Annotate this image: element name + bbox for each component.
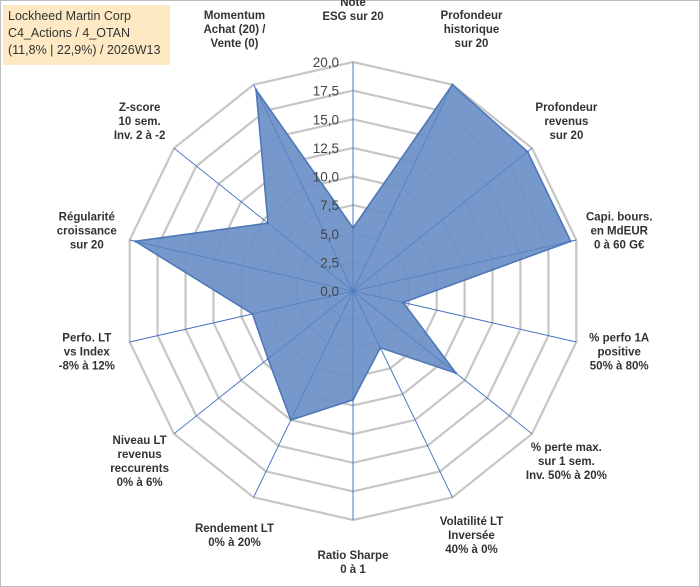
axis-label: Z-score 10 sem. Inv. 2 à -2 bbox=[114, 102, 166, 142]
axis-label: Perfo. LT vs Index -8% à 12% bbox=[59, 333, 115, 373]
axis-label: Régularité croissance sur 20 bbox=[57, 211, 117, 251]
chart-stats: (11,8% | 22,9%) / 2026W13 bbox=[8, 43, 161, 57]
axis-spoke-overlay bbox=[352, 239, 577, 292]
axis-label-line: -8% à 12% bbox=[59, 361, 115, 373]
tick-label: 2,5 bbox=[320, 255, 339, 270]
axis-spoke-overlay bbox=[352, 84, 453, 292]
axis-label-line: Rendement LT bbox=[195, 523, 274, 535]
axis-label-line: Profondeur bbox=[441, 10, 503, 22]
tick-label: 10,0 bbox=[313, 170, 339, 185]
axis-label-line: 40% à 0% bbox=[445, 544, 497, 556]
axis-label-line: % perte max. bbox=[531, 442, 602, 454]
axis-label: Profondeur historique sur 20 bbox=[441, 10, 503, 50]
axis-label-line: ESG sur 20 bbox=[322, 11, 383, 23]
tick-label: 12,5 bbox=[313, 141, 339, 156]
axis-label: Niveau LT revenus reccurents 0% à 6% bbox=[110, 435, 169, 489]
axis-label: Rendement LT 0% à 20% bbox=[195, 523, 274, 549]
chart-subtitle: C4_Actions / 4_OTAN bbox=[8, 26, 131, 40]
axis-label-line: sur 20 bbox=[549, 130, 583, 142]
radar-series bbox=[129, 62, 577, 520]
axis-label: Note ESG sur 20 bbox=[322, 0, 383, 23]
axis-spoke-overlay bbox=[253, 84, 354, 292]
axis-label-line: Inv. 50% à 20% bbox=[526, 470, 607, 482]
axis-label: Volatilité LT Inversée 40% à 0% bbox=[440, 516, 503, 556]
axis-label-line: positive bbox=[597, 347, 640, 359]
axis-label-line: 0 à 1 bbox=[340, 564, 366, 576]
axis-spoke-overlay bbox=[352, 147, 533, 292]
tick-label: 15,0 bbox=[313, 112, 339, 127]
axis-label-line: Ratio Sharpe bbox=[318, 550, 389, 562]
axis-label-line: croissance bbox=[57, 225, 117, 237]
chart-title: Lockheed Martin Corp bbox=[8, 9, 131, 23]
axis-label-line: 0% à 6% bbox=[117, 477, 163, 489]
axis-label-line: 10 sem. bbox=[118, 116, 160, 128]
axis-label-line: 0 à 60 G€ bbox=[594, 239, 645, 251]
axis-spoke-overlay bbox=[352, 290, 533, 435]
axis-label: Capi. bours. en MdEUR 0 à 60 G€ bbox=[586, 211, 652, 251]
axis-label-line: Niveau LT bbox=[113, 435, 167, 447]
axis-spoke-overlay bbox=[352, 290, 577, 343]
axis-spoke-overlay bbox=[352, 290, 453, 498]
axis-label-line: vs Index bbox=[64, 347, 111, 359]
axis-label-line: Inv. 2 à -2 bbox=[114, 130, 166, 142]
axis-label-line: Z-score bbox=[119, 102, 161, 114]
axis-spoke-overlay bbox=[173, 290, 354, 435]
chart-title-box: Lockheed Martin Corp C4_Actions / 4_OTAN… bbox=[3, 5, 170, 65]
axis-label: % perte max. sur 1 sem. Inv. 50% à 20% bbox=[526, 442, 607, 482]
axis-labels: Note ESG sur 20 Profondeur historique sur 20… bbox=[57, 0, 653, 576]
radial-tick-labels: 0,0 2,5 5,0 7,5 10,0 12,5 15,0 17,5 20,0 bbox=[313, 55, 339, 299]
axis-label: Ratio Sharpe 0 à 1 bbox=[318, 550, 389, 576]
axis-label-line: Perfo. LT bbox=[62, 333, 111, 345]
tick-label: 17,5 bbox=[313, 84, 339, 99]
axis-label-line: Note bbox=[340, 0, 366, 9]
axis-label: Profondeur revenus sur 20 bbox=[535, 102, 597, 142]
axis-label-line: reccurents bbox=[110, 463, 169, 475]
axis-label-line: 0% à 20% bbox=[208, 537, 260, 549]
axis-label: Momentum Achat (20) / Vente (0) bbox=[204, 10, 267, 50]
axis-label-line: sur 1 sem. bbox=[538, 456, 595, 468]
axis-label-line: sur 20 bbox=[70, 239, 104, 251]
axis-label-line: Inversée bbox=[448, 530, 495, 542]
axis-label-line: Volatilité LT bbox=[440, 516, 503, 528]
tick-label: 5,0 bbox=[320, 227, 339, 242]
axis-spoke-overlay bbox=[129, 239, 354, 292]
axis-spoke-overlay bbox=[173, 147, 354, 292]
axis-label-line: 50% à 80% bbox=[590, 361, 649, 373]
tick-label: 0,0 bbox=[320, 284, 339, 299]
axis-label-line: Profondeur bbox=[535, 102, 597, 114]
axis-label-line: Momentum bbox=[204, 10, 265, 22]
axis-label-line: revenus bbox=[118, 449, 162, 461]
axis-label-line: sur 20 bbox=[455, 38, 489, 50]
tick-label: 7,5 bbox=[320, 198, 339, 213]
axis-label-line: Achat (20) / bbox=[204, 24, 267, 36]
axis-label-line: % perfo 1A bbox=[589, 333, 649, 345]
axis-label-line: historique bbox=[444, 24, 500, 36]
axis-label-line: Vente (0) bbox=[211, 38, 259, 50]
axis-label-line: en MdEUR bbox=[590, 225, 648, 237]
axis-spoke-overlay bbox=[129, 290, 354, 343]
axis-label-line: Régularité bbox=[59, 211, 115, 223]
axis-label: % perfo 1A positive 50% à 80% bbox=[589, 333, 649, 373]
tick-label: 20,0 bbox=[313, 55, 339, 70]
axis-spoke-overlay bbox=[253, 290, 354, 498]
axis-label-line: Capi. bours. bbox=[586, 211, 652, 223]
axis-label-line: revenus bbox=[544, 116, 588, 128]
